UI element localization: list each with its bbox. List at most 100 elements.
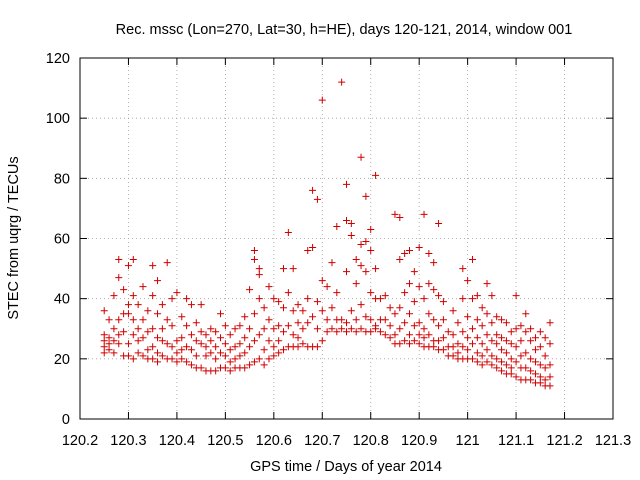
data-point (187, 346, 195, 354)
x-tick-label: 120.7 (304, 433, 340, 449)
data-point (478, 340, 486, 348)
data-point (376, 328, 384, 336)
data-point (284, 289, 292, 297)
data-point (289, 307, 297, 315)
data-point (173, 358, 181, 366)
data-point (391, 210, 399, 218)
data-point (173, 337, 181, 345)
data-point (396, 256, 404, 264)
x-tick-label: 120.6 (256, 433, 292, 449)
data-point (498, 358, 506, 366)
data-point (212, 343, 220, 351)
data-point (139, 334, 147, 342)
data-point (522, 328, 530, 336)
data-point (250, 358, 258, 366)
data-point (405, 310, 413, 318)
data-point (430, 286, 438, 294)
data-point (459, 295, 467, 303)
data-point (517, 352, 525, 360)
data-point (527, 355, 535, 363)
data-point (415, 319, 423, 327)
data-point (531, 370, 539, 378)
data-point (226, 358, 234, 366)
data-point (347, 307, 355, 315)
data-point (313, 325, 321, 333)
data-point (280, 265, 288, 273)
data-point (124, 262, 132, 270)
data-point (357, 153, 365, 161)
data-point (192, 337, 200, 345)
data-point (449, 331, 457, 339)
data-point (212, 355, 220, 363)
data-point (531, 334, 539, 342)
data-point (134, 325, 142, 333)
data-point (396, 325, 404, 333)
data-point (154, 277, 162, 285)
data-point (129, 256, 137, 264)
data-point (415, 331, 423, 339)
data-point (154, 349, 162, 357)
data-point (381, 331, 389, 339)
data-point (124, 352, 132, 360)
data-point (343, 268, 350, 276)
data-point (546, 319, 554, 327)
data-point (372, 325, 380, 333)
data-point (444, 328, 452, 336)
data-point (202, 343, 210, 351)
data-point (241, 313, 249, 321)
data-point (299, 307, 307, 315)
data-point (139, 283, 147, 291)
x-tick-label: 120.9 (401, 433, 437, 449)
data-point (110, 325, 118, 333)
data-point (372, 265, 380, 273)
data-point (168, 295, 176, 303)
data-point (468, 295, 476, 303)
data-point (473, 349, 481, 357)
data-point (483, 346, 491, 354)
data-point (178, 313, 186, 321)
data-point (493, 364, 501, 372)
data-point (221, 364, 229, 372)
data-point (318, 337, 326, 345)
data-point (158, 337, 166, 345)
points-layer (100, 78, 554, 390)
data-point (260, 346, 268, 354)
data-point (241, 334, 249, 342)
data-point (531, 346, 539, 354)
data-point (498, 367, 506, 375)
data-point (541, 364, 549, 372)
data-point (250, 256, 258, 264)
data-point (502, 349, 510, 357)
data-point (313, 298, 321, 306)
data-point (430, 259, 438, 267)
data-point (454, 319, 462, 327)
data-point (531, 358, 539, 366)
data-point (454, 340, 462, 348)
data-point (415, 244, 423, 252)
data-point (289, 265, 297, 273)
x-tick-label: 121.1 (498, 433, 534, 449)
data-point (313, 343, 321, 351)
data-point (347, 325, 355, 333)
data-point (464, 277, 472, 285)
data-point (255, 331, 263, 339)
data-point (260, 361, 268, 369)
data-point (158, 325, 166, 333)
data-point (323, 316, 331, 324)
data-point (183, 343, 191, 351)
data-point (217, 349, 225, 357)
data-point (483, 358, 491, 366)
data-point (396, 213, 404, 221)
data-point (464, 334, 472, 342)
data-point (536, 361, 544, 369)
data-point (357, 325, 365, 333)
data-point (207, 337, 215, 345)
data-point (265, 283, 273, 291)
data-point (270, 325, 278, 333)
data-point (522, 364, 530, 372)
data-point (280, 328, 288, 336)
data-point (246, 361, 254, 369)
data-point (183, 358, 191, 366)
data-point (381, 316, 389, 324)
data-point (163, 259, 171, 267)
